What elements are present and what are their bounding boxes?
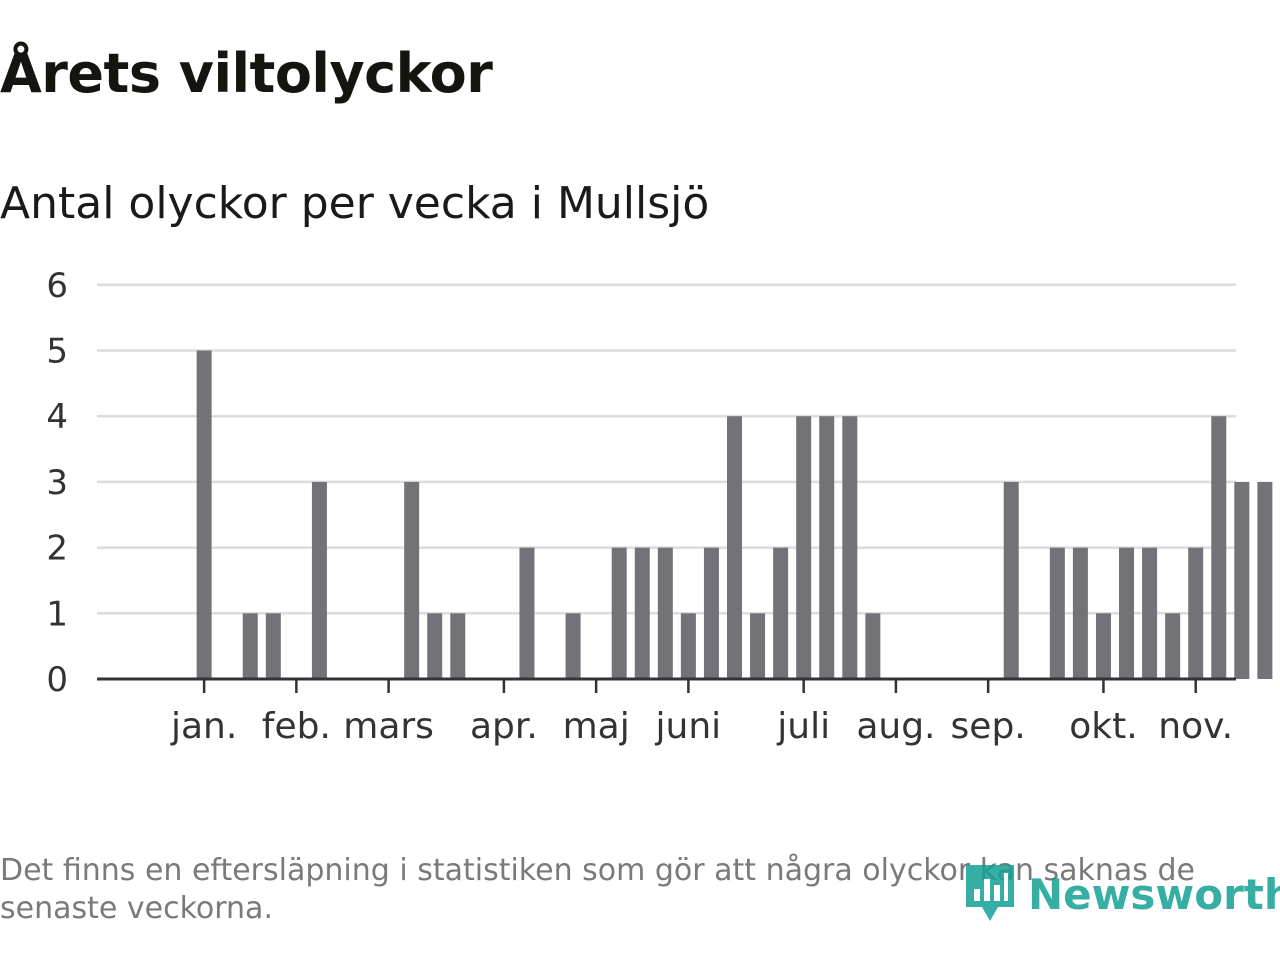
x-tick-label: nov. — [1158, 706, 1233, 747]
chart-title: Årets viltolyckor — [0, 42, 492, 105]
bar — [243, 613, 258, 679]
x-tick-label: juli — [776, 706, 830, 747]
y-axis-ticks: 0 1 2 3 4 5 6 — [46, 266, 68, 700]
bar — [842, 416, 857, 679]
bar — [427, 613, 442, 679]
bar — [865, 613, 880, 679]
x-tick-label: maj — [563, 706, 630, 747]
bar — [1096, 613, 1111, 679]
y-tick-label: 2 — [46, 529, 68, 569]
bar-chart-bubble-icon — [962, 861, 1018, 927]
y-tick-label: 1 — [46, 594, 68, 634]
bar — [1142, 548, 1157, 679]
bars — [197, 351, 1280, 680]
bar — [1165, 613, 1180, 679]
bar — [704, 548, 719, 679]
bar — [819, 416, 834, 679]
x-axis-ticks: jan. feb. mars apr. maj juni juli aug. sep. okt. n… — [170, 679, 1233, 747]
x-tick-label: okt. — [1069, 706, 1137, 747]
y-tick-label: 6 — [46, 266, 68, 306]
bar — [1257, 482, 1272, 679]
y-tick-label: 4 — [46, 397, 68, 437]
x-tick-label: sep. — [951, 706, 1026, 747]
bar — [1119, 548, 1134, 679]
bar — [404, 482, 419, 679]
bar — [635, 548, 650, 679]
y-tick-label: 3 — [46, 463, 68, 503]
x-tick-label: apr. — [470, 706, 538, 747]
bar — [450, 613, 465, 679]
bar — [1073, 548, 1088, 679]
x-tick-label: feb. — [262, 706, 331, 747]
bar — [1234, 482, 1249, 679]
bar — [312, 482, 327, 679]
bar — [197, 351, 212, 680]
brand-logo[interactable]: Newsworthy — [962, 858, 1280, 930]
bar — [658, 548, 673, 679]
bar — [750, 613, 765, 679]
bar — [773, 548, 788, 679]
bar-chart: 0 1 2 3 4 5 6 jan. feb. mars apr. maj juni juli aug. s… — [0, 250, 1280, 770]
bar — [727, 416, 742, 679]
x-tick-label: mars — [343, 706, 434, 747]
bar — [612, 548, 627, 679]
chart-subtitle: Antal olyckor per vecka i Mullsjö — [0, 178, 709, 229]
y-tick-label: 5 — [46, 332, 68, 372]
x-tick-label: jan. — [170, 706, 237, 747]
bar — [1211, 416, 1226, 679]
bar — [681, 613, 696, 679]
x-tick-label: juni — [655, 706, 722, 747]
bar — [566, 613, 581, 679]
bar — [266, 613, 281, 679]
bar — [796, 416, 811, 679]
y-tick-label: 0 — [46, 660, 68, 700]
bar — [519, 548, 534, 679]
brand-name: Newsworthy — [1028, 870, 1280, 919]
x-tick-label: aug. — [856, 706, 935, 747]
bar — [1188, 548, 1203, 679]
bar — [1050, 548, 1065, 679]
bar — [1004, 482, 1019, 679]
